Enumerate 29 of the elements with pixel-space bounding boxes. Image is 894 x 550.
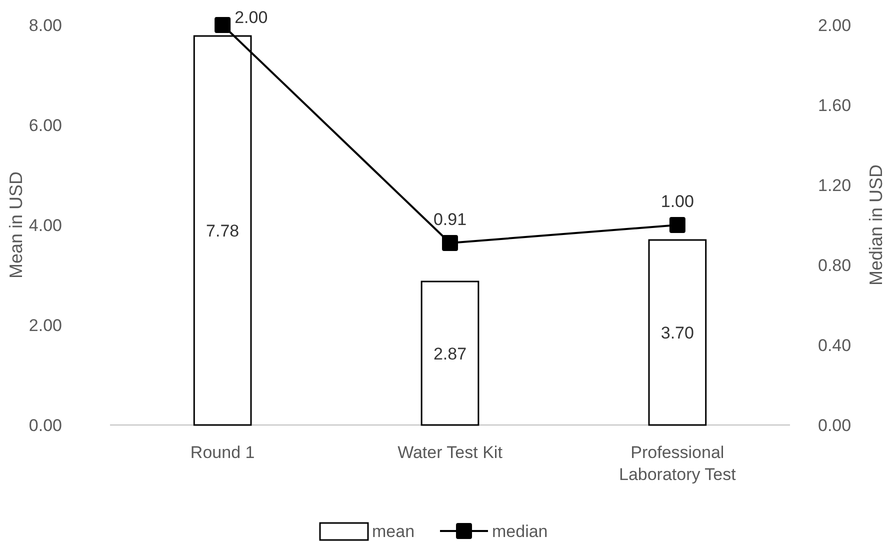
x-tick-label: Water Test Kit [398,443,503,462]
data-label: 2.87 [433,344,467,364]
x-tick-label: Round 1 [190,443,255,462]
data-label: 0.91 [433,210,467,229]
y-tick-label: 6.00 [28,116,62,135]
y-tick-label: 0.00 [28,416,62,435]
y2-axis-title: Median in USD [866,164,886,286]
y2-tick-label: 1.60 [818,96,852,115]
bar [420,280,480,426]
y2-tick-label: 0.00 [818,416,852,435]
y2-tick-label: 1.20 [818,176,852,195]
data-label: 2.00 [234,8,268,27]
y-axis-title: Mean in USD [6,171,26,279]
y-tick-label: 8.00 [28,16,62,35]
bar [648,239,707,426]
legend-label: median [492,522,548,541]
y2-tick-label: 0.80 [818,256,852,275]
data-label: 1.00 [660,192,694,211]
data-label: 3.70 [660,324,694,342]
y2-tick-label: 2.00 [818,16,852,35]
y-tick-label: 4.00 [28,216,62,235]
data-label: 7.78 [206,222,240,240]
legend-label: mean [372,522,415,541]
x-tick-label: Professional Laboratory Test [618,443,736,484]
point [214,17,231,33]
y-tick-label: 2.00 [28,316,62,335]
y2-tick-label: 0.40 [818,336,852,355]
point [442,235,458,251]
point [669,217,686,233]
